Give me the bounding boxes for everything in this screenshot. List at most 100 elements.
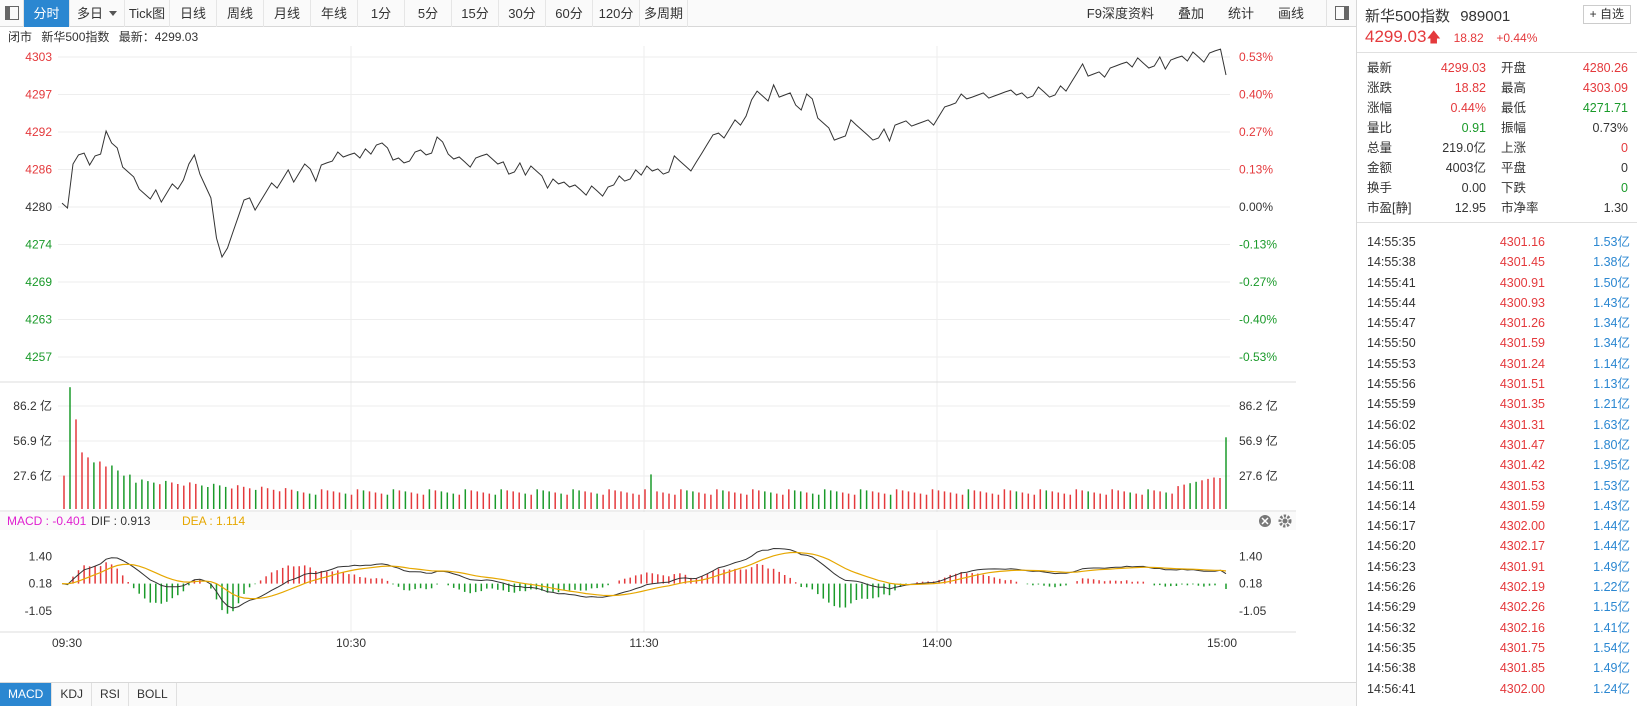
divider bbox=[1357, 222, 1637, 223]
tick-row: 14:55:38 4301.45 1.38亿 bbox=[1357, 252, 1637, 272]
tool-button-3[interactable]: 画线 bbox=[1277, 6, 1304, 21]
tab-12[interactable]: 120分 bbox=[593, 0, 640, 27]
tick-row: 14:56:08 4301.42 1.95亿 bbox=[1357, 455, 1637, 475]
tab-label: 多日 bbox=[76, 6, 103, 21]
tick-volume: 1.43亿 bbox=[1593, 295, 1630, 310]
price-tick-label: 4303 bbox=[25, 50, 52, 64]
tick-row: 14:56:14 4301.59 1.43亿 bbox=[1357, 496, 1637, 516]
stat-label: 振幅 bbox=[1501, 121, 1527, 135]
tab-10[interactable]: 30分 bbox=[499, 0, 546, 27]
volume-tick-label: 86.2 亿 bbox=[1239, 398, 1278, 413]
stat-value: 18.82 bbox=[1454, 81, 1486, 95]
tick-time: 14:55:41 bbox=[1367, 275, 1416, 290]
macd-value-label: MACD : -0.401 bbox=[7, 514, 87, 528]
tab-label: 15分 bbox=[461, 6, 489, 21]
tick-time: 14:56:29 bbox=[1367, 600, 1416, 615]
right-panel-toggle[interactable] bbox=[1326, 0, 1356, 27]
tick-price: 4302.00 bbox=[1499, 681, 1545, 696]
close-indicator-icon[interactable] bbox=[1259, 515, 1271, 527]
stat-label: 金额 bbox=[1367, 161, 1393, 175]
quote-change-pct: +0.44% bbox=[1496, 31, 1538, 45]
tick-list[interactable]: 14:55:35 4301.16 1.53亿 14:55:38 4301.45 1.38亿… bbox=[1357, 232, 1637, 699]
tick-row: 14:56:29 4302.26 1.15亿 bbox=[1357, 597, 1637, 617]
price-pane: 4303 0.53% 4297 0.40% 4292 0.27% 4286 0.13% 4280… bbox=[25, 48, 1277, 364]
tab-label: 1分 bbox=[370, 6, 392, 21]
price-tick-label: 4269 bbox=[25, 275, 52, 289]
tick-time: 14:55:44 bbox=[1367, 295, 1416, 310]
tick-time: 14:55:56 bbox=[1367, 377, 1416, 392]
tab-3[interactable]: 日线 bbox=[170, 0, 217, 27]
settings-gear-icon[interactable] bbox=[1278, 514, 1292, 528]
stat-value: 1.30 bbox=[1603, 201, 1628, 215]
index-name: 新华500指数 bbox=[41, 30, 110, 44]
volume-tick-label: 56.9 亿 bbox=[13, 433, 52, 448]
tab-0[interactable]: 分时 bbox=[24, 0, 70, 27]
tick-row: 14:56:23 4301.91 1.49亿 bbox=[1357, 557, 1637, 577]
tick-price: 4301.45 bbox=[1499, 255, 1545, 270]
tab-label: 日线 bbox=[179, 6, 206, 21]
stat-label: 最新 bbox=[1367, 61, 1393, 75]
tab-1[interactable]: 多日 bbox=[70, 0, 125, 27]
tick-row: 14:56:11 4301.53 1.53亿 bbox=[1357, 476, 1637, 496]
tick-time: 14:56:17 bbox=[1367, 519, 1416, 534]
add-favorite-button[interactable]: + 自选 bbox=[1582, 5, 1631, 24]
tick-row: 14:56:41 4302.00 1.24亿 bbox=[1357, 679, 1637, 699]
indicator-tab-kdj[interactable]: KDJ bbox=[52, 683, 93, 706]
tick-row: 14:55:41 4300.91 1.50亿 bbox=[1357, 273, 1637, 293]
tick-time: 14:56:41 bbox=[1367, 681, 1416, 696]
stat-value: 4299.03 bbox=[1440, 61, 1486, 75]
tab-9[interactable]: 15分 bbox=[452, 0, 499, 27]
pct-tick-label: -0.13% bbox=[1239, 238, 1277, 252]
price-tick-label: 4297 bbox=[25, 88, 52, 102]
tick-price: 4301.59 bbox=[1499, 498, 1545, 513]
pct-tick-label: -0.27% bbox=[1239, 275, 1277, 289]
time-axis-label: 14:00 bbox=[922, 636, 952, 650]
indicator-tab-boll[interactable]: BOLL bbox=[129, 683, 177, 706]
tick-volume: 1.22亿 bbox=[1593, 580, 1630, 595]
tick-volume: 1.21亿 bbox=[1593, 397, 1630, 412]
stat-value: 0 bbox=[1621, 141, 1628, 155]
tick-price: 4302.17 bbox=[1499, 539, 1545, 554]
indicator-tab-macd[interactable]: MACD bbox=[0, 683, 53, 706]
tab-7[interactable]: 1分 bbox=[358, 0, 405, 27]
stat-value: 4003亿 bbox=[1445, 161, 1486, 175]
tick-price: 4301.16 bbox=[1499, 235, 1545, 249]
tab-6[interactable]: 年线 bbox=[311, 0, 358, 27]
tool-button-1[interactable]: 叠加 bbox=[1177, 6, 1204, 21]
indicator-tab-rsi[interactable]: RSI bbox=[92, 683, 130, 706]
tick-price: 4301.51 bbox=[1499, 377, 1545, 392]
tick-time: 14:55:59 bbox=[1367, 397, 1416, 412]
tab-13[interactable]: 多周期 bbox=[640, 0, 688, 27]
stat-row: 涨跌 18.82 最高 4303.09 bbox=[1357, 78, 1637, 98]
intraday-chart[interactable]: 4303 0.53% 4297 0.40% 4292 0.27% 4286 0.13% 4280… bbox=[0, 46, 1296, 682]
tab-5[interactable]: 月线 bbox=[264, 0, 311, 27]
stat-row: 金额 4003亿 平盘 0 bbox=[1357, 158, 1637, 178]
tick-price: 4302.16 bbox=[1499, 620, 1545, 635]
volume-tick-label: 27.6 亿 bbox=[1239, 468, 1278, 483]
tick-price: 4301.35 bbox=[1499, 397, 1545, 412]
left-panel-toggle[interactable] bbox=[0, 0, 24, 27]
tick-volume: 1.49亿 bbox=[1593, 661, 1630, 676]
tab-4[interactable]: 周线 bbox=[217, 0, 264, 27]
macd-tick-label: 1.40 bbox=[1239, 549, 1263, 563]
period-tabs: 分时 多日 Tick图 日线 周线 月线 年线 1分 5分 15分 30分 60分 120分 多周期 bbox=[24, 0, 688, 27]
tick-price: 4301.42 bbox=[1499, 458, 1545, 473]
pct-tick-label: 0.13% bbox=[1239, 163, 1273, 177]
tool-button-0[interactable]: F9深度资料 bbox=[1086, 6, 1154, 21]
stat-row: 换手 0.00 下跌 0 bbox=[1357, 178, 1637, 198]
tick-price: 4300.91 bbox=[1499, 275, 1545, 290]
tick-price: 4301.85 bbox=[1499, 661, 1545, 676]
quote-title: 新华500指数 989001 bbox=[1365, 5, 1510, 26]
stat-value: 0.91 bbox=[1461, 121, 1486, 135]
tab-2[interactable]: Tick图 bbox=[125, 0, 170, 27]
tick-volume: 1.15亿 bbox=[1593, 600, 1630, 615]
caret-down-icon bbox=[109, 11, 117, 16]
tick-volume: 1.24亿 bbox=[1593, 681, 1630, 696]
stat-value: 4280.26 bbox=[1582, 61, 1628, 75]
chart-info-bar: 闭市 新华500指数 最新：4299.03 bbox=[0, 28, 1356, 46]
tab-8[interactable]: 5分 bbox=[405, 0, 452, 27]
tick-price: 4301.91 bbox=[1499, 559, 1545, 574]
tool-button-2[interactable]: 统计 bbox=[1227, 6, 1254, 21]
tab-11[interactable]: 60分 bbox=[546, 0, 593, 27]
chart-toolbar: 分时 多日 Tick图 日线 周线 月线 年线 1分 5分 15分 30分 60分 120分 多周期 F9… bbox=[0, 0, 1356, 27]
